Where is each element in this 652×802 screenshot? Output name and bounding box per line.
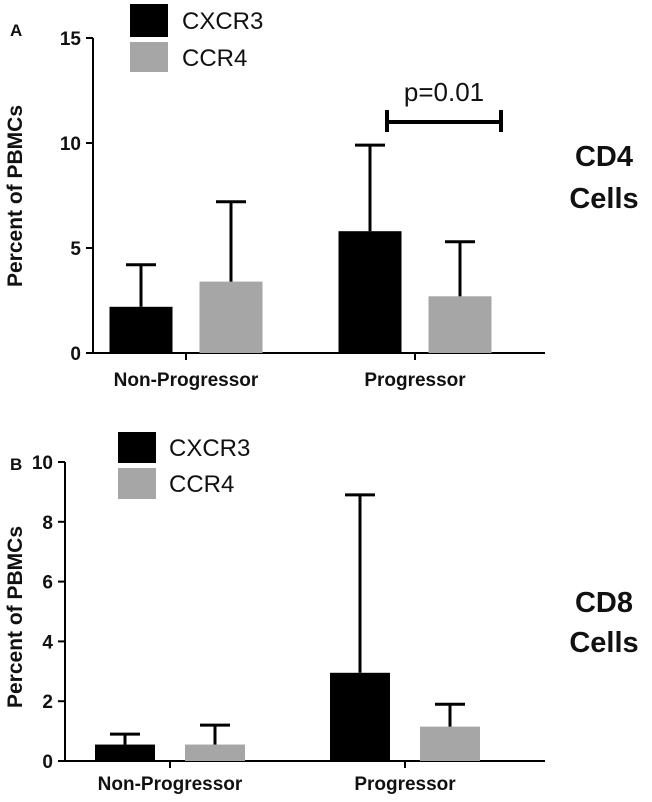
ccr4-bar: [185, 744, 245, 761]
panel-letter: A: [10, 21, 22, 40]
x-category-label: Progressor: [364, 370, 466, 391]
legend-label-ccr4: CCR4: [182, 45, 247, 72]
x-category-label: Non-Progressor: [114, 370, 259, 391]
y-tick-label: 0: [70, 344, 81, 365]
panel-a: 0 5 10 15 Non-Progressor Progressor p=0.01 Perc…: [4, 4, 639, 391]
y-axis-label: Percent of PBMCs: [4, 526, 27, 708]
x-category-label: Progressor: [354, 774, 456, 795]
cell-type-label: CD8: [575, 587, 633, 619]
panel-b: 0 2 4 6 8 10 Non-Progressor Progressor Percent o…: [4, 432, 639, 795]
legend-label-ccr4: CCR4: [169, 471, 234, 498]
y-tick-label: 2: [42, 692, 53, 713]
y-tick-label: 0: [42, 752, 53, 773]
y-tick-label: 8: [42, 513, 53, 534]
cxcr3-bar: [330, 672, 390, 761]
cell-type-label-line2: Cells: [569, 183, 638, 215]
x-category-label: Non-Progressor: [98, 774, 243, 795]
cell-type-label-line2: Cells: [569, 627, 638, 659]
y-tick-label: 4: [42, 632, 53, 653]
legend-swatch-cxcr3: [118, 432, 156, 463]
y-tick-label: 6: [42, 573, 53, 594]
p-value-label: p=0.01: [404, 77, 484, 107]
legend-swatch-ccr4: [130, 42, 168, 72]
y-tick-label: 15: [60, 29, 82, 50]
y-tick-label: 10: [32, 453, 53, 474]
y-tick-label: 5: [70, 239, 81, 260]
legend-label-cxcr3: CXCR3: [169, 435, 250, 462]
ccr4-bar: [199, 281, 263, 353]
ccr4-bar: [420, 726, 480, 761]
cxcr3-bar: [95, 744, 155, 761]
y-axis-label: Percent of PBMCs: [4, 105, 27, 287]
cell-type-label: CD4: [575, 141, 633, 173]
cxcr3-bar: [109, 306, 173, 353]
cxcr3-bar: [338, 231, 402, 353]
y-tick-label: 10: [60, 134, 81, 155]
legend-label-cxcr3: CXCR3: [182, 8, 263, 35]
ccr4-bar: [428, 296, 492, 353]
legend-swatch-ccr4: [118, 468, 156, 499]
panel-letter: B: [10, 455, 22, 474]
legend-swatch-cxcr3: [130, 4, 168, 37]
